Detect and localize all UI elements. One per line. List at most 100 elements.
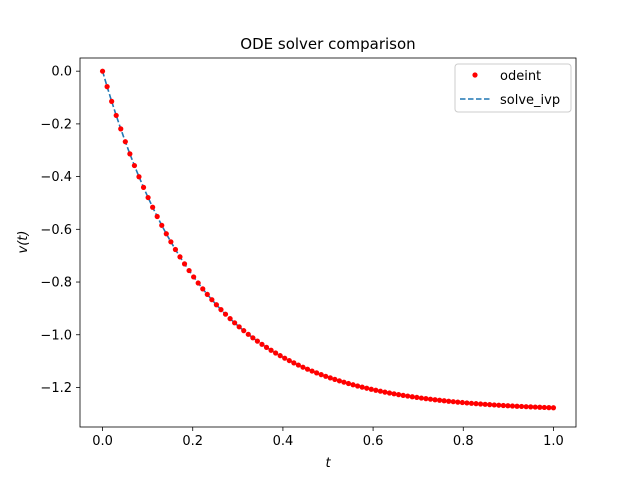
odeint-point (268, 347, 274, 353)
odeint-point (168, 239, 174, 245)
odeint-point (263, 344, 270, 350)
odeint-point (200, 286, 206, 292)
odeint-point (441, 398, 447, 404)
x-tick-label: 1.0 (543, 434, 564, 449)
odeint-point (122, 139, 128, 145)
x-tick-label: 0.4 (273, 434, 294, 449)
y-tick-label: −0.8 (40, 276, 72, 291)
odeint-point (405, 393, 411, 399)
odeint-point (400, 392, 406, 398)
legend-label-solve-ivp: solve_ivp (500, 93, 560, 108)
odeint-series (99, 68, 557, 411)
odeint-point (468, 400, 475, 406)
odeint-point (537, 404, 543, 410)
odeint-point (423, 396, 429, 402)
odeint-point (446, 398, 452, 404)
x-tick-label: 0.0 (92, 434, 113, 449)
odeint-point (291, 360, 297, 366)
odeint-point (140, 184, 147, 190)
odeint-point (491, 402, 497, 408)
odeint-point (309, 368, 315, 374)
odeint-point (464, 400, 470, 406)
legend: odeint solve_ivp (454, 63, 572, 113)
odeint-point (172, 246, 179, 253)
odeint-point (204, 291, 210, 298)
odeint-point (414, 394, 420, 401)
odeint-point (195, 280, 201, 286)
odeint-point (318, 372, 324, 378)
odeint-point (541, 404, 547, 411)
odeint-point (327, 375, 333, 381)
odeint-point (177, 254, 183, 260)
odeint-point (259, 341, 265, 347)
odeint-point (145, 194, 151, 201)
odeint-point (373, 387, 379, 393)
legend-box (454, 63, 572, 113)
odeint-point (341, 379, 347, 385)
odeint-point (154, 213, 160, 220)
y-tick-label: −0.6 (40, 223, 72, 238)
y-tick-label: −0.2 (40, 117, 72, 132)
odeint-point (104, 84, 110, 90)
odeint-point (355, 383, 361, 389)
x-axis-label: t (325, 456, 331, 471)
odeint-point (113, 112, 119, 119)
odeint-point (514, 403, 520, 409)
axes-frame (79, 57, 577, 428)
odeint-point (345, 380, 352, 387)
x-tick-label: 0.2 (182, 434, 203, 449)
odeint-point (222, 311, 229, 317)
odeint-point (550, 405, 557, 411)
legend-label-odeint: odeint (500, 69, 541, 84)
odeint-point (386, 390, 393, 396)
odeint-point (391, 391, 397, 397)
odeint-point (150, 204, 156, 210)
odeint-point (368, 386, 374, 392)
odeint-point (382, 389, 388, 395)
odeint-point (350, 382, 356, 388)
odeint-point (314, 370, 320, 376)
odeint-point (459, 399, 465, 406)
odeint-point (500, 402, 506, 409)
odeint-point (99, 68, 106, 74)
y-tick-label: −1.0 (40, 328, 72, 343)
odeint-point (109, 98, 115, 104)
x-axis: 0.0 0.2 0.4 0.6 0.8 1.0 (92, 427, 564, 449)
odeint-point (477, 401, 484, 407)
odeint-point (546, 405, 552, 411)
odeint-point (250, 335, 256, 341)
odeint-point (487, 402, 493, 408)
odeint-point (432, 397, 438, 403)
odeint-point (336, 378, 342, 384)
odeint-point (482, 401, 488, 407)
y-tick-label: 0.0 (51, 65, 72, 80)
odeint-point (191, 274, 197, 280)
y-tick-label: −0.4 (40, 170, 72, 185)
odeint-point (364, 385, 370, 391)
odeint-point (332, 376, 338, 382)
odeint-point (436, 397, 443, 403)
y-axis-label: v(t) (16, 231, 31, 254)
odeint-point (213, 302, 220, 308)
odeint-point (163, 231, 169, 237)
odeint-point (427, 396, 434, 402)
odeint-point (227, 316, 233, 322)
odeint-point (473, 401, 479, 407)
odeint-point (218, 307, 224, 313)
odeint-point (518, 403, 525, 410)
odeint-point (409, 394, 415, 400)
odeint-point (236, 324, 242, 330)
chart-title: ODE solver comparison (240, 35, 415, 53)
x-tick-label: 0.6 (363, 434, 384, 449)
odeint-point (323, 373, 329, 379)
odeint-point (286, 357, 292, 364)
odeint-point (418, 395, 424, 401)
odeint-point (181, 261, 188, 267)
legend-marker-odeint (472, 72, 478, 78)
odeint-point (118, 126, 124, 132)
odeint-point (254, 338, 260, 344)
odeint-point (450, 399, 456, 405)
odeint-point (396, 392, 402, 398)
odeint-point (241, 328, 247, 334)
